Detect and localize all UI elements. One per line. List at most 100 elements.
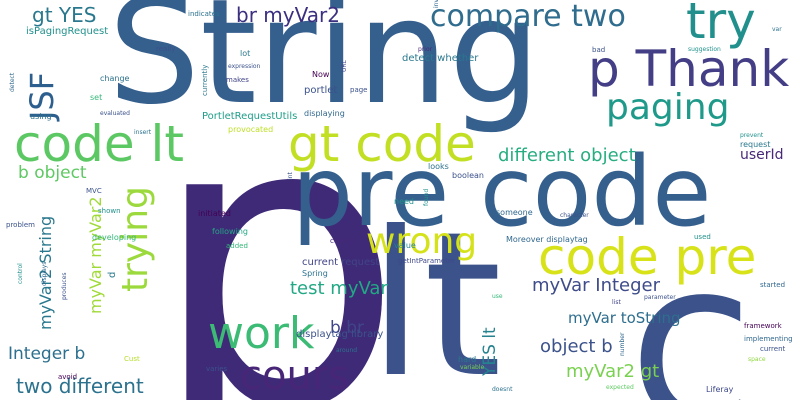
word: control [17,263,24,284]
word: myVar Integer [532,275,661,296]
word: getIntParameter [398,257,456,265]
word: int [287,172,294,180]
word: lt [368,189,502,400]
word: found [423,188,430,206]
word: value [394,241,416,250]
word: Now [312,70,330,79]
word: Spring [302,269,328,278]
word: two different [16,374,144,398]
word: problem [6,221,35,229]
word: p [150,33,404,400]
word: bad [592,46,606,54]
word: current [760,345,786,353]
word: d [107,271,118,278]
word: userId [740,147,784,163]
word: set [90,93,103,102]
word: YES lt [480,327,500,376]
word: framework [744,322,782,330]
word: shown [98,207,121,215]
word: myVar toString [568,309,681,327]
word: added [226,242,248,250]
word: b br [330,318,364,338]
word: request [740,140,771,149]
word: String [108,0,541,137]
word: prior [418,46,433,53]
word: evaluated [100,110,130,117]
word: currently [201,64,209,96]
word: pre code [292,136,712,248]
word: lot [240,49,251,58]
word: code lt [14,115,184,173]
word: space [748,356,766,363]
word: URL [341,60,348,72]
word: boolean [452,171,484,180]
word: someone [496,208,533,217]
word: variable [460,364,485,371]
word: change [100,74,130,83]
word: detect whether [402,53,479,64]
word: initiated [198,209,231,218]
word: avoid [58,373,78,381]
word: expected [606,384,634,391]
word: gt code [288,115,476,173]
word: list [612,299,621,306]
word: b object [18,163,87,183]
word: implementing [744,335,793,343]
word: hard [458,355,477,364]
word: try [686,0,756,50]
word: insert [134,129,152,136]
word: coding [330,237,354,245]
word: expression [228,63,261,70]
word: detect [9,72,16,92]
word: really [156,45,176,53]
word: PortletRequestUtils [202,111,298,122]
word: code pre [538,228,757,286]
word: cours [240,353,350,399]
word: isPagingRequest [26,26,109,37]
word: following [212,227,248,236]
word: gt YES [32,3,97,27]
word: number [619,332,626,356]
word: portlet [304,85,338,96]
word: produces [61,272,68,300]
word: use [492,293,503,300]
word: using [30,112,52,121]
word: suggestion [688,46,721,53]
word: makes [226,76,249,84]
word: parameter [644,294,676,301]
word: test myVar [290,278,388,299]
word: displays [41,261,48,286]
word: var [772,26,782,33]
word: Integer b [8,344,86,364]
word: provocated [228,125,274,134]
word: prevent [740,132,764,139]
word: displaytag library [296,329,384,340]
word: character [560,212,589,219]
word: different object [498,145,636,166]
word: developing [92,233,137,242]
word: paging [606,87,730,128]
word: p Thank [588,40,790,98]
word: work [208,308,315,359]
word: around [336,347,358,354]
word: MVC [86,187,102,195]
word: varies [206,365,228,373]
word: wrong [366,221,478,262]
word: c [628,211,755,400]
word: page [350,86,368,94]
word: compare two [430,0,626,34]
word: displaying [304,109,345,118]
word: Cust [124,355,140,363]
word: current request [302,257,380,268]
word: Liferay [706,385,734,394]
word: doesnt [492,386,513,393]
word: indicates [188,10,220,18]
word: need [394,197,414,206]
word: br myVar2 [236,3,340,27]
word: used [694,233,711,241]
word: object b [540,336,613,357]
word: myVar2 gt [566,361,660,382]
word: looks [428,162,449,171]
word: involve [433,0,440,8]
